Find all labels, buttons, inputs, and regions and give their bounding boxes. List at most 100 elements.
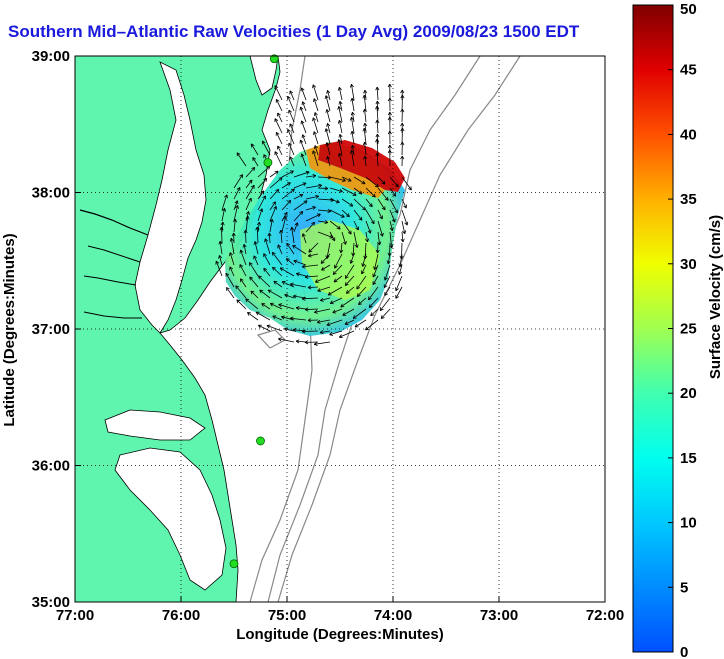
velocity-arrow	[305, 183, 323, 189]
velocity-arrow	[326, 319, 343, 327]
velocity-arrow	[375, 100, 380, 112]
velocity-arrow	[365, 198, 373, 208]
velocity-arrow	[395, 275, 403, 292]
velocity-arrow	[289, 316, 307, 321]
velocity-arrow	[250, 143, 259, 156]
albemarle-sound	[104, 409, 206, 441]
velocity-arrow	[375, 119, 380, 134]
colorbar-tick-label: 25	[680, 321, 697, 338]
velocity-arrow	[329, 176, 346, 183]
velocity-arrow	[312, 150, 319, 167]
velocity-arrow	[289, 90, 295, 101]
velocity-arrow	[293, 170, 310, 178]
velocity-arrow	[255, 226, 260, 244]
y-ticks: 39:00 38:00 37:00 36:00 35:00	[32, 48, 81, 611]
velocity-arrow	[350, 111, 355, 123]
velocity-arrow	[325, 109, 331, 123]
station-marker	[263, 158, 273, 167]
velocity-arrow	[279, 229, 284, 244]
radar-stations	[229, 54, 279, 569]
y-tick-label: 36:00	[32, 458, 70, 475]
velocity-arrow	[287, 95, 295, 112]
velocity-arrow	[295, 306, 307, 311]
velocity-arrow	[356, 286, 367, 297]
colorbar-tick-label: 45	[680, 62, 697, 79]
velocity-arrow	[350, 97, 355, 112]
velocity-arrow	[242, 243, 247, 255]
velocity-arrow	[264, 238, 271, 255]
colorbar-tick-label: 35	[680, 191, 697, 208]
velocity-arrow	[275, 131, 283, 145]
x-tick-label: 73:00	[480, 607, 518, 624]
velocity-arrow	[380, 308, 391, 319]
velocity-arrow	[362, 94, 367, 112]
velocity-arrow	[341, 209, 350, 218]
colorbar-tick-label: 10	[680, 515, 697, 532]
velocity-arrow	[269, 189, 280, 200]
rappahannock-river	[87, 245, 141, 263]
velocity-arrow	[362, 127, 367, 145]
velocity-arrow	[338, 133, 343, 145]
velocity-arrow	[387, 116, 392, 134]
velocity-arrow	[236, 299, 247, 310]
velocity-arrow	[274, 85, 283, 101]
velocity-arrow	[344, 275, 355, 286]
velocity-arrow	[401, 209, 409, 226]
velocity-arrow	[261, 303, 271, 310]
velocity-arrow	[232, 218, 238, 233]
velocity-arrow	[349, 253, 355, 264]
velocity-arrow	[326, 156, 331, 167]
velocity-arrow	[329, 209, 345, 218]
velocity-arrow	[325, 142, 331, 156]
velocity-arrow	[221, 208, 227, 222]
y-tick-label: 38:00	[32, 185, 70, 202]
velocity-arrow	[257, 195, 266, 211]
delaware-bay	[249, 56, 279, 96]
velocity-arrow	[363, 122, 368, 134]
colorbar	[632, 4, 674, 653]
velocity-arrow	[329, 220, 341, 230]
velocity-arrow	[269, 177, 283, 189]
velocity-arrow	[358, 297, 367, 305]
velocity-arrow	[289, 156, 295, 167]
colorbar-tick-label: 5	[680, 579, 688, 596]
velocity-arrow	[229, 252, 235, 266]
high-velocity-region	[318, 140, 405, 192]
velocity-arrow	[284, 293, 295, 299]
velocity-arrow	[301, 296, 319, 301]
velocity-arrow	[257, 178, 268, 189]
velocity-arrow	[272, 315, 283, 321]
velocity-arrow	[327, 286, 343, 296]
velocity-arrow	[307, 285, 319, 290]
velocity-arrow	[349, 149, 355, 167]
velocity-arrow	[247, 312, 259, 321]
velocity-arrow	[386, 253, 391, 265]
velocity-arrow	[326, 90, 331, 101]
velocity-arrow	[389, 176, 399, 188]
velocity-arrow	[314, 275, 331, 283]
colorbar-tick-label: 30	[680, 256, 697, 273]
velocity-arrow	[389, 198, 399, 214]
velocity-arrow	[287, 128, 295, 145]
velocity-arrow	[305, 206, 316, 211]
velocity-arrow	[365, 231, 370, 243]
velocity-arrows	[215, 83, 412, 346]
velocity-arrow	[257, 208, 264, 222]
velocity-arrow	[275, 98, 283, 112]
velocity-arrow	[365, 176, 379, 188]
velocity-arrow	[387, 149, 392, 167]
velocity-arrow	[245, 215, 250, 233]
velocity-arrow	[375, 105, 380, 123]
velocity-arrow	[236, 152, 247, 167]
velocity-arrow	[338, 100, 343, 112]
velocity-arrow	[271, 251, 283, 266]
velocity-arrow	[288, 142, 295, 156]
x-tick-label: 72:00	[586, 607, 624, 624]
velocity-arrow	[395, 286, 403, 299]
velocity-arrow	[293, 259, 307, 266]
velocity-arrow	[363, 89, 368, 101]
velocity-arrow	[332, 308, 343, 314]
velocity-arrow	[269, 170, 279, 178]
velocity-arrow	[293, 182, 307, 189]
potomac-river	[79, 209, 149, 236]
